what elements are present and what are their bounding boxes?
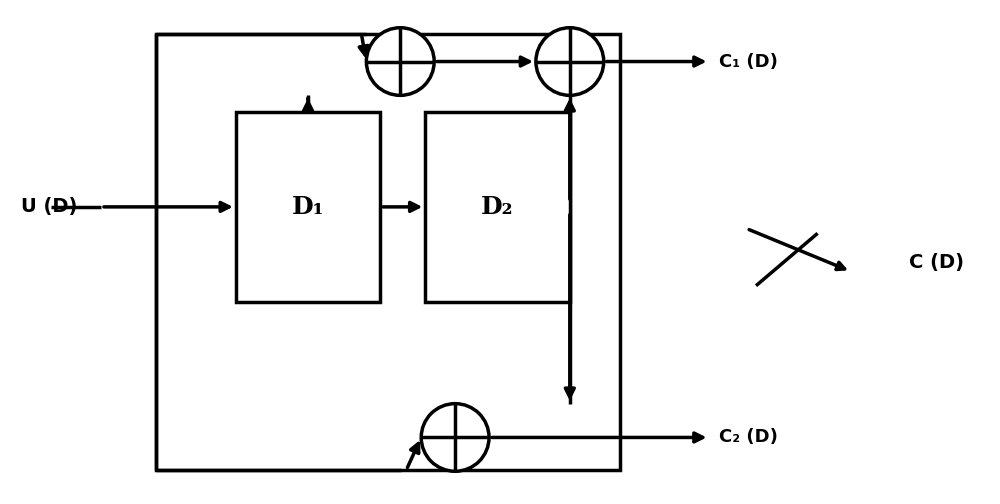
Text: U (D): U (D) — [21, 198, 78, 216]
Text: C₂ (D): C₂ (D) — [719, 428, 778, 447]
Text: C (D): C (D) — [909, 253, 964, 272]
Ellipse shape — [421, 404, 489, 471]
Text: C₁ (D): C₁ (D) — [719, 52, 778, 71]
Text: D₂: D₂ — [481, 195, 514, 219]
Bar — [425, 112, 570, 302]
Bar — [236, 112, 380, 302]
Ellipse shape — [536, 28, 604, 95]
Bar — [156, 34, 620, 470]
Text: D₁: D₁ — [292, 195, 324, 219]
Ellipse shape — [366, 28, 434, 95]
